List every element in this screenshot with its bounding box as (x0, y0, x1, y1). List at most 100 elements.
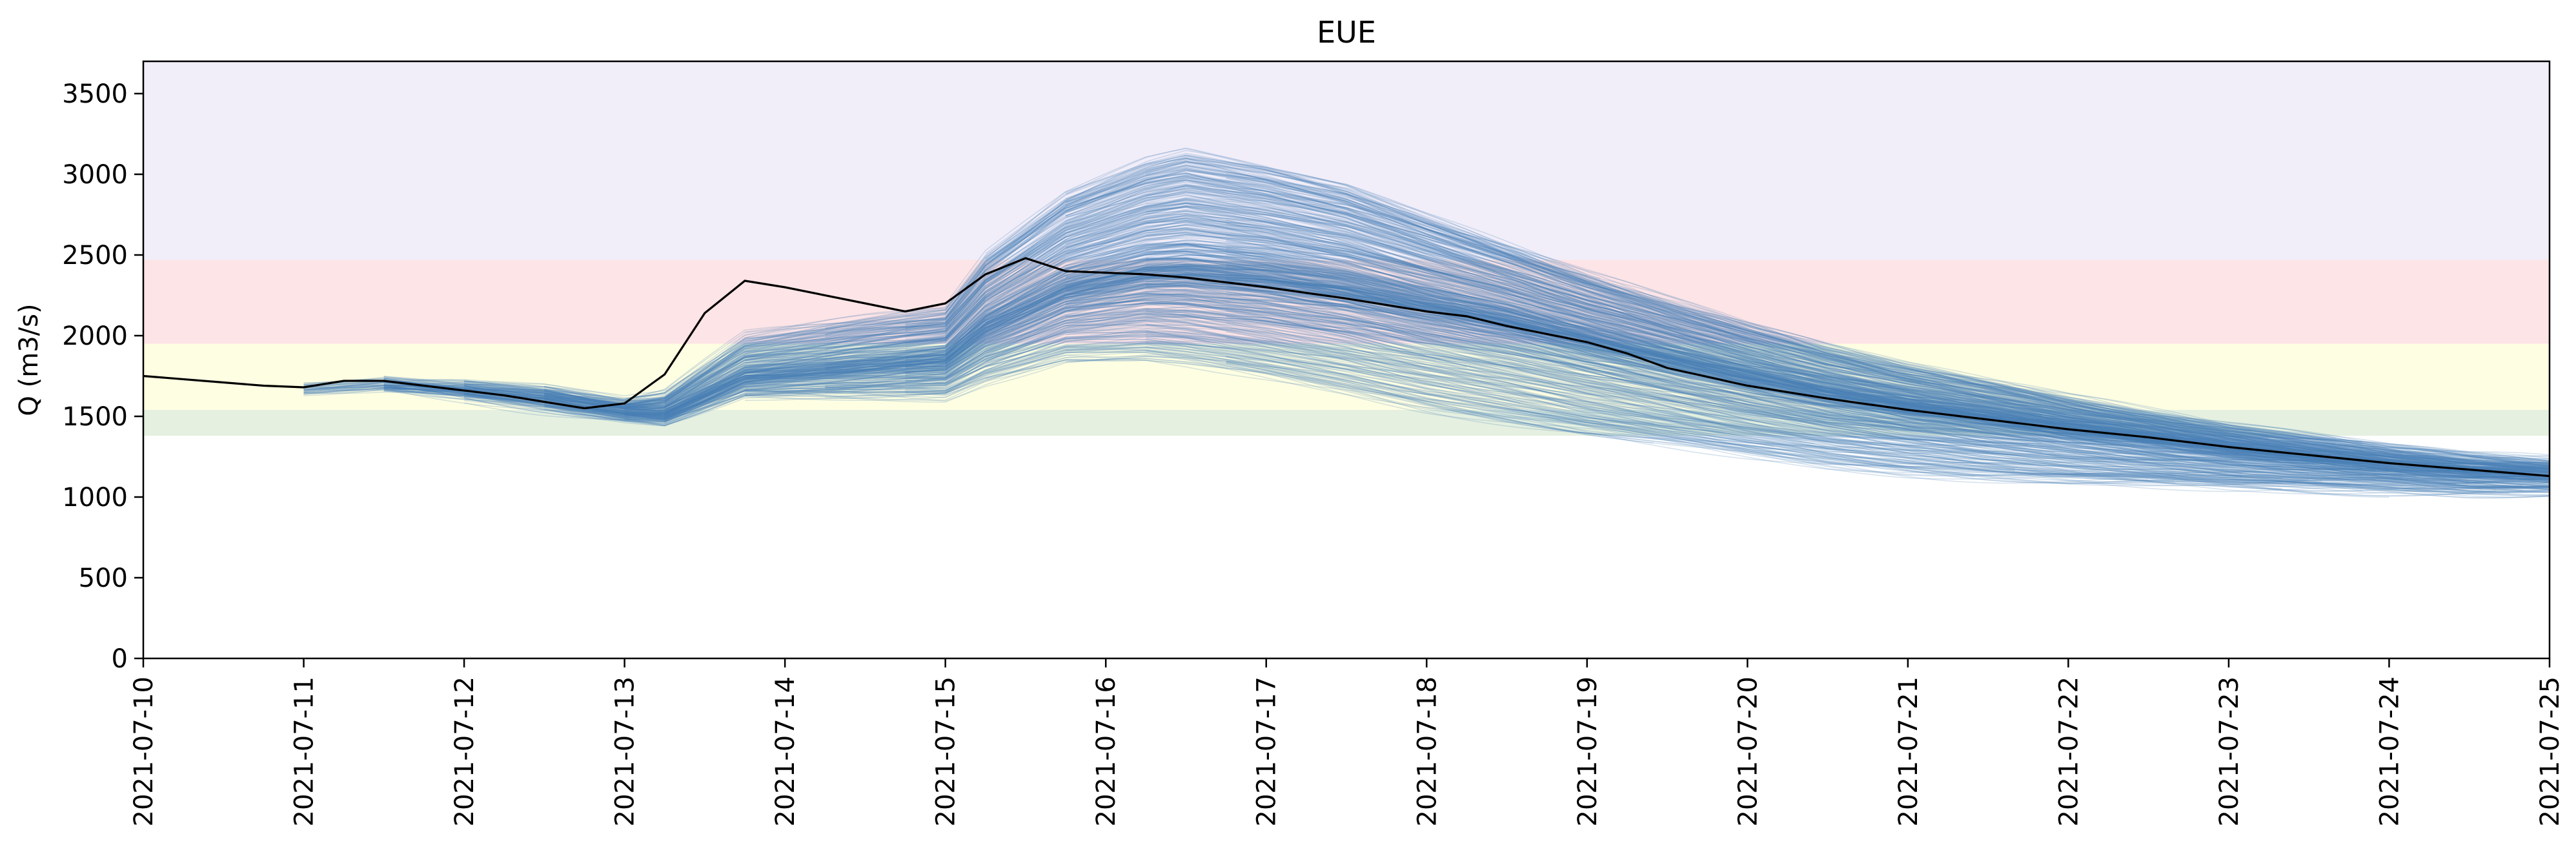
ensemble-member-line (1066, 308, 2550, 483)
ensemble-member-line (303, 256, 2550, 474)
ensemble-member-line (624, 189, 2336, 444)
ensemble-member-line (825, 292, 2550, 485)
ensemble-member-line (1146, 340, 2550, 496)
ensemble-member-line (544, 340, 2309, 485)
ensemble-member-line (464, 150, 1895, 402)
ensemble-member-line (744, 203, 2497, 467)
ensemble-member-line (1226, 310, 2550, 483)
ensemble-member-line (463, 223, 1668, 415)
ensemble-member-line (905, 191, 2550, 465)
threshold-bands (143, 61, 2550, 436)
ensemble-member-line (303, 257, 2242, 448)
ensemble-member-line (664, 302, 2550, 482)
ensemble-member-line (825, 175, 2309, 444)
ensemble-member-line (464, 244, 2416, 469)
ensemble-member-line (1146, 160, 2550, 467)
ensemble-member-line (464, 274, 2523, 473)
ensemble-member-line (985, 203, 2242, 438)
ensemble-member-line (985, 234, 2550, 475)
ensemble-member-line (905, 250, 2550, 469)
ensemble-member-line (544, 293, 2550, 476)
ensemble-member-line (383, 338, 1654, 427)
ensemble-member-line (1146, 274, 2363, 468)
ensemble-member-line (383, 253, 1694, 411)
ensemble-member-line (1065, 258, 2403, 472)
ensemble-member-line (985, 298, 2497, 476)
ensemble-member-line (1065, 159, 2550, 469)
ensemble-member-line (1065, 287, 2550, 479)
ensemble-member-line (1066, 285, 2336, 459)
ensemble-member-line (1065, 269, 2550, 471)
ensemble-member-line (825, 265, 2550, 478)
ensemble-member-line (744, 230, 2136, 429)
ensemble-member-line (1065, 222, 2550, 468)
ensemble-member-line (1226, 301, 2550, 476)
ensemble-member-line (464, 218, 1588, 409)
y-tick-label: 500 (79, 564, 128, 593)
ensemble-member-line (825, 310, 2550, 480)
ensemble-member-line (1226, 355, 2550, 493)
ensemble-member-line (905, 177, 2055, 399)
ensemble-member-line (744, 351, 2282, 489)
ensemble-member-line (985, 165, 2550, 462)
ensemble-member-line (1226, 245, 2550, 476)
ensemble-member-line (1065, 267, 2550, 473)
ensemble-member-line (744, 358, 1975, 477)
ensemble-member-line (303, 205, 2029, 406)
ensemble-member-line (664, 278, 2550, 478)
ensemble-member-line (1065, 249, 2550, 473)
ensemble-member-line (1146, 330, 2550, 484)
ensemble-member-line (303, 201, 2550, 469)
ensemble-member-line (744, 248, 2483, 469)
y-tick-label: 2500 (62, 241, 128, 270)
ensemble-member-line (303, 272, 2523, 470)
ensemble-member-line (624, 223, 2176, 431)
ensemble-member-line (624, 224, 2550, 473)
ensemble-member-line (825, 270, 1962, 423)
ensemble-member-line (985, 168, 2550, 460)
ensemble-member-line (1066, 318, 2550, 482)
ensemble-member-line (544, 220, 2550, 465)
ensemble-member-line (744, 312, 2550, 483)
ensemble-member-line (383, 301, 2510, 478)
ensemble-member-line (1065, 214, 2550, 464)
axes: 0 500 1000 1500 2000 2500 3000 3500 2021-07-10 20… (62, 60, 2565, 826)
ensemble-member-line (383, 185, 1547, 400)
ensemble-member-line (1146, 336, 2550, 493)
ensemble-member-line (624, 273, 2389, 463)
ensemble-member-line (744, 259, 2189, 447)
ensemble-member-line (544, 161, 2550, 470)
ensemble-member-line (624, 281, 2389, 471)
ensemble-member-line (624, 174, 1748, 407)
ensemble-member-line (1065, 160, 2550, 461)
ensemble-member-line (985, 148, 2550, 457)
y-tick-label: 1500 (62, 402, 128, 432)
ensemble-member-line (905, 269, 2349, 465)
ensemble-member-line (544, 302, 2470, 483)
ensemble-member-line (303, 227, 1775, 408)
ensemble-member-line (1226, 338, 2550, 492)
ensemble-member-line (624, 331, 2550, 487)
ensemble-member-line (744, 213, 2429, 463)
ensemble-member-line (985, 310, 2457, 489)
ensemble-member-line (905, 252, 2189, 442)
ensemble-member-line (1146, 278, 2550, 481)
plot-frame (142, 60, 2551, 660)
ensemble-member-line (544, 283, 2550, 474)
ensemble-member-line (303, 266, 2550, 480)
ensemble-member-line (905, 245, 2550, 469)
ensemble-member-line (383, 205, 2242, 440)
ensemble-member-line (303, 284, 2376, 468)
ensemble-member-line (1146, 309, 2282, 471)
ensemble-member-line (1146, 337, 2550, 487)
ensemble-member-line (383, 270, 1908, 412)
ensemble-member-line (825, 181, 2550, 467)
ensemble-member-line (664, 314, 2403, 473)
ensemble-member-line (825, 228, 1962, 401)
ensemble-member-line (664, 250, 2296, 447)
ensemble-member-line (463, 267, 2229, 445)
ensemble-member-line (1226, 338, 2550, 489)
ensemble-member-line (825, 330, 2550, 489)
ensemble-member-line (1066, 294, 2550, 477)
ensemble-member-line (1146, 311, 2550, 483)
